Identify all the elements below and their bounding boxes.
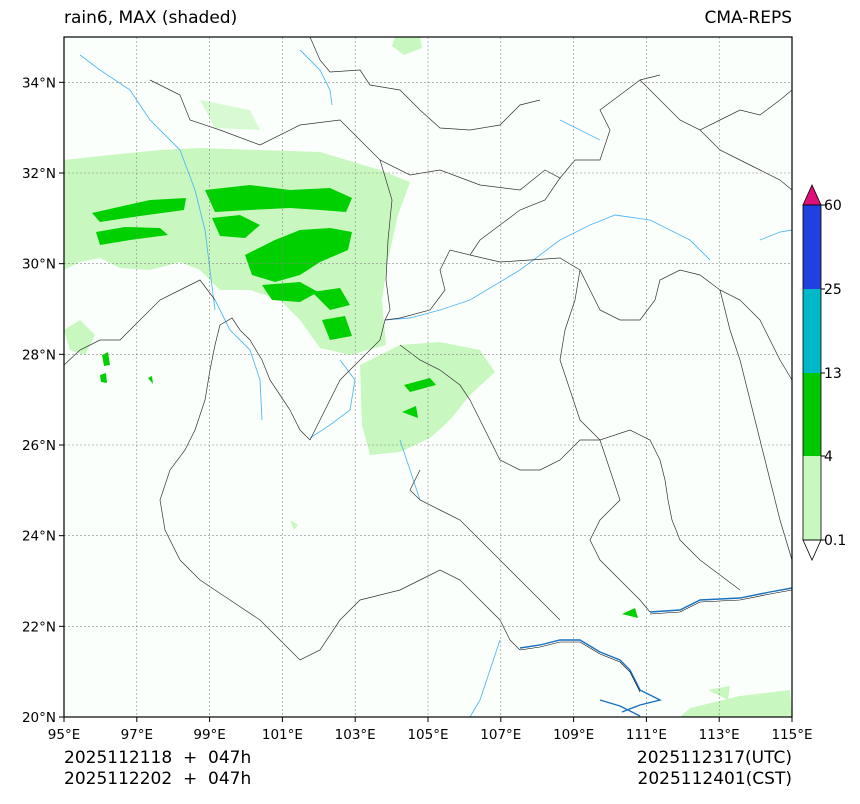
x-tick-label: 101°E <box>262 727 303 743</box>
y-tick-label: 28°N <box>22 347 56 363</box>
x-tick-label: 97°E <box>121 727 153 743</box>
x-tick-label: 99°E <box>193 727 225 743</box>
y-tick-label: 20°N <box>22 710 56 726</box>
valid-time-utc: 2025112317(UTC) <box>636 748 792 768</box>
colorbar-band-25-60 <box>803 205 821 289</box>
map-title: rain6, MAX (shaded) <box>64 8 238 28</box>
model-name: CMA-REPS <box>704 8 792 28</box>
x-tick-label: 105°E <box>407 727 448 743</box>
colorbar-label: 13 <box>824 366 842 382</box>
init-time-block: 2025112118 + 047h 2025112202 + 047h <box>64 748 251 790</box>
y-tick-label: 32°N <box>22 166 56 182</box>
colorbar-over-arrow <box>802 184 822 206</box>
x-tick-label: 111°E <box>626 727 667 743</box>
colorbar-label: 25 <box>824 282 842 298</box>
colorbar-band-4-13 <box>803 373 821 456</box>
x-tick-label: 115°E <box>771 727 812 743</box>
y-tick-label: 26°N <box>22 438 56 454</box>
init-time-utc: 2025112118 + 047h <box>64 748 252 768</box>
init-time-cst: 2025112202 + 047h <box>64 769 252 789</box>
y-tick-label: 22°N <box>22 619 56 635</box>
coastline-border <box>519 589 793 693</box>
colorbar-label: 60 <box>824 198 842 214</box>
x-tick-label: 109°E <box>553 727 594 743</box>
y-axis: 20°N 22°N 24°N 26°N 28°N 30°N 32°N 34°N <box>22 75 64 726</box>
colorbar-label: 4 <box>824 449 833 465</box>
valid-time-cst: 2025112401(CST) <box>637 769 792 789</box>
y-tick-label: 24°N <box>22 529 56 545</box>
moderate-rain-areas <box>92 185 638 618</box>
y-tick-label: 34°N <box>22 75 56 91</box>
colorbar-under-arrow <box>802 539 822 561</box>
y-tick-label: 30°N <box>22 257 56 273</box>
valid-time-block: 2025112317(UTC) 2025112401(CST) <box>637 748 792 790</box>
rivers <box>79 49 793 718</box>
colorbar-band-13-25 <box>803 289 821 373</box>
gridlines <box>64 37 792 717</box>
x-axis: 95°E 97°E 99°E 101°E 103°E 105°E 107°E 109°E 111… <box>48 717 813 743</box>
province-boundaries <box>63 36 793 661</box>
x-tick-label: 107°E <box>480 727 521 743</box>
x-tick-label: 113°E <box>699 727 740 743</box>
coastline <box>519 587 793 717</box>
colorbar: 60 25 13 4 0.1 <box>802 184 846 561</box>
x-tick-label: 95°E <box>48 727 80 743</box>
colorbar-label: 0.1 <box>824 533 846 549</box>
x-tick-label: 103°E <box>335 727 376 743</box>
colorbar-band-0.1-4 <box>803 456 821 540</box>
